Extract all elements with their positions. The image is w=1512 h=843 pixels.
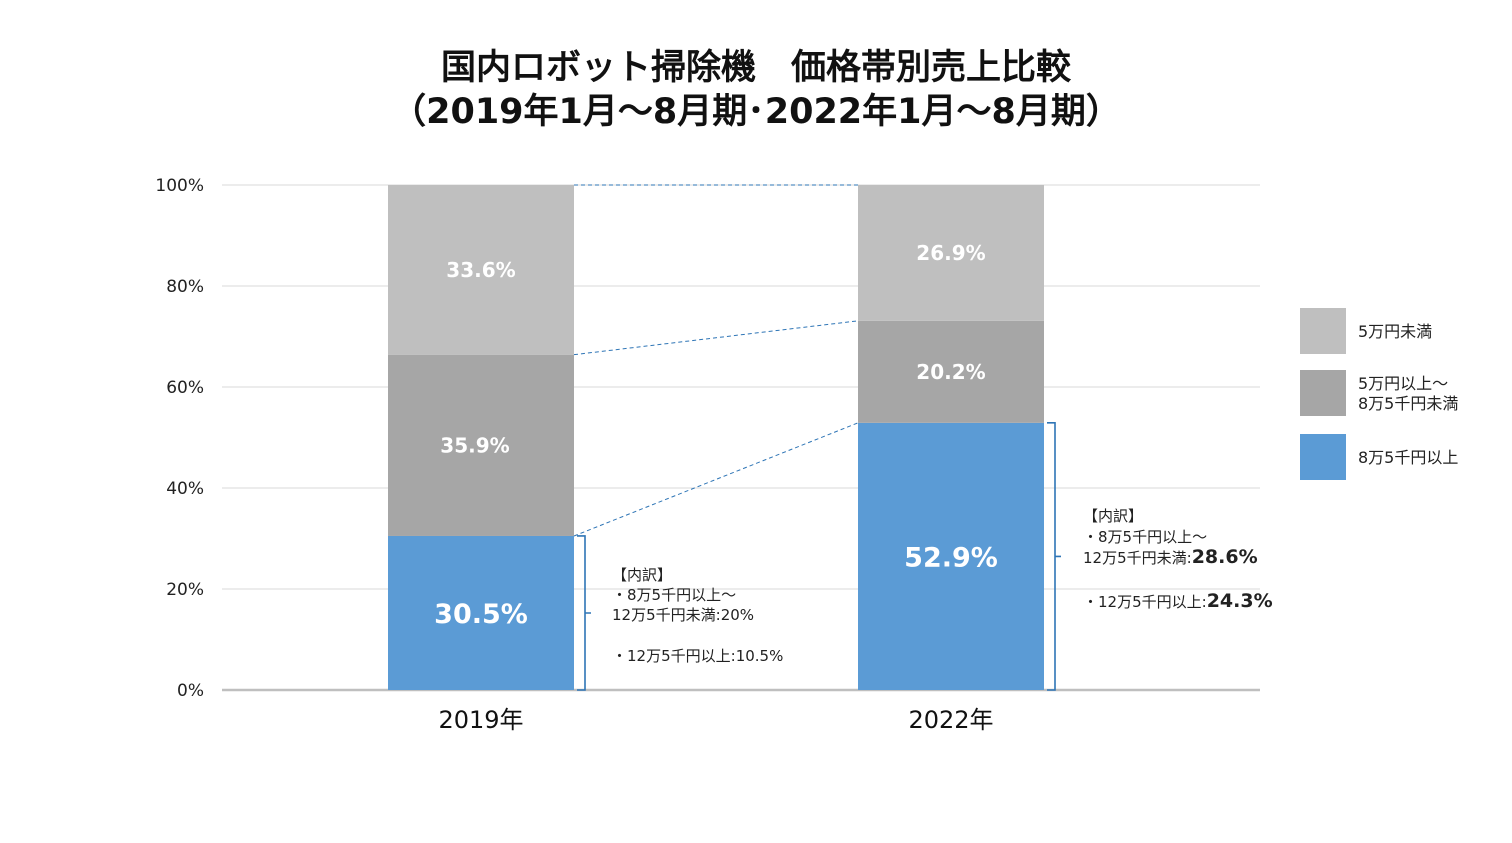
bar-segment xyxy=(388,354,574,536)
annotation-line: 12万5千円未満:20% xyxy=(612,606,754,624)
annotation-value: 28.6% xyxy=(1192,546,1258,568)
y-tick-label: 0% xyxy=(177,681,204,701)
legend-label: 5万円未満 xyxy=(1358,322,1432,341)
bar-segment xyxy=(858,185,1044,321)
x-category-label: 2022年 xyxy=(908,706,993,734)
chart-title: 国内ロボット掃除機 価格帯別売上比較 xyxy=(440,48,1071,88)
annotation-value: 24.3% xyxy=(1207,590,1273,612)
legend-label: 5万円以上～ xyxy=(1358,374,1448,393)
breakdown-bracket xyxy=(577,535,591,691)
annotation-line: ・12万5千円以上:24.3% xyxy=(1083,590,1273,612)
y-tick-label: 60% xyxy=(166,378,204,398)
annotation-heading: 【内訳】 xyxy=(1083,507,1143,525)
y-tick-label: 100% xyxy=(155,176,204,196)
bar-segment xyxy=(858,320,1044,423)
legend-swatch xyxy=(1300,308,1346,354)
annotation-line: ・12万5千円以上:10.5% xyxy=(612,647,783,665)
bar-segment xyxy=(858,422,1044,690)
legend-label: 8万5千円以上 xyxy=(1358,448,1458,467)
data-label: 20.2% xyxy=(916,360,985,384)
annotation-heading: 【内訳】 xyxy=(612,566,672,584)
bar-segment xyxy=(388,535,574,690)
legend-swatch xyxy=(1300,434,1346,480)
annotation-line: 12万5千円未満:28.6% xyxy=(1083,546,1258,568)
connector-line xyxy=(573,422,859,537)
annotation-value: 20% xyxy=(721,606,754,624)
data-label: 33.6% xyxy=(446,258,515,282)
legend-label: 8万5千円未満 xyxy=(1358,394,1458,413)
connector-line xyxy=(573,320,859,356)
legend-swatch xyxy=(1300,370,1346,416)
bar-segment xyxy=(388,185,574,355)
y-tick-label: 20% xyxy=(166,580,204,600)
data-label: 52.9% xyxy=(904,542,998,573)
annotation-line: ・8万5千円以上～ xyxy=(612,586,736,604)
data-label: 35.9% xyxy=(440,433,509,457)
y-tick-label: 40% xyxy=(166,479,204,499)
data-label: 26.9% xyxy=(916,241,985,265)
breakdown-bracket xyxy=(1047,422,1061,691)
y-tick-label: 80% xyxy=(166,277,204,297)
data-label: 30.5% xyxy=(434,599,528,630)
x-category-label: 2019年 xyxy=(438,706,523,734)
chart-subtitle: （2019年1月～8月期･2022年1月～8月期） xyxy=(391,92,1121,132)
annotation-line: ・8万5千円以上～ xyxy=(1083,528,1207,546)
annotation-value: 10.5% xyxy=(736,647,784,665)
